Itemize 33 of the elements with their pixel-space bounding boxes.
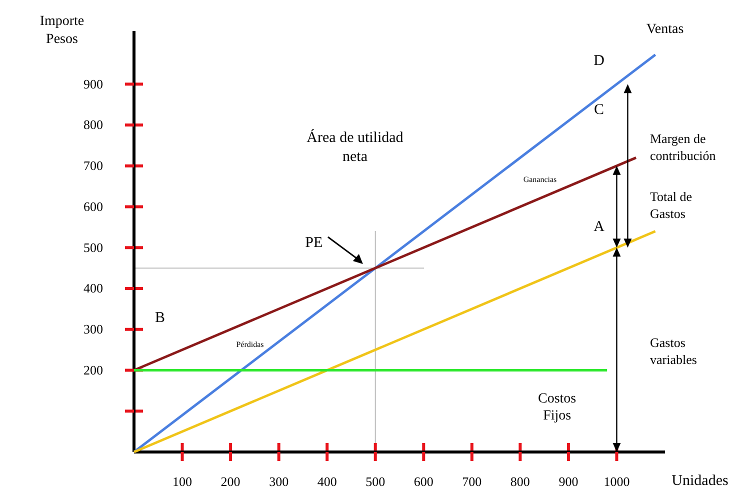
- y-tick-label: 500: [84, 240, 103, 255]
- x-axis-title: Unidades: [672, 473, 728, 489]
- y-axis-title: Importe Pesos: [40, 14, 84, 47]
- x-tick-label: 200: [220, 474, 240, 490]
- y-tick-label: 700: [84, 158, 103, 174]
- annotation: D: [594, 53, 605, 69]
- x-tick-label: 700: [462, 474, 482, 490]
- annotation: Área de utilidad neta: [306, 129, 404, 165]
- x-tick-label: 800: [510, 474, 530, 490]
- annotation: Margen de contribución: [650, 131, 716, 163]
- x-tick-label: 1000: [604, 474, 630, 490]
- annotation: Total de Gastos: [650, 189, 692, 221]
- x-tick-label: 600: [414, 474, 434, 490]
- y-tick-label: 600: [84, 198, 103, 214]
- annotation: B: [154, 310, 166, 326]
- annotation: Gastos variables: [650, 335, 697, 367]
- annotation: Ganancias: [523, 175, 557, 184]
- y-tick-label: 300: [84, 322, 103, 337]
- y-tick-label: 800: [84, 117, 103, 132]
- x-tick-label: 400: [317, 474, 337, 490]
- y-tick-label: 900: [84, 76, 103, 92]
- y-tick-label: 200: [84, 362, 103, 378]
- annotation: PE: [305, 235, 323, 251]
- annotation: C: [594, 102, 604, 118]
- x-tick-label: 500: [366, 474, 386, 490]
- x-tick-label: 100: [172, 474, 192, 490]
- series-label: Ventas: [646, 22, 684, 37]
- annotation: A: [594, 219, 605, 235]
- x-tick-label: 300: [269, 474, 289, 490]
- annotation: Pérdidas: [236, 340, 264, 349]
- y-tick-label: 400: [84, 280, 103, 296]
- series-label: Costos Fijos: [538, 391, 576, 424]
- x-tick-label: 900: [558, 474, 578, 490]
